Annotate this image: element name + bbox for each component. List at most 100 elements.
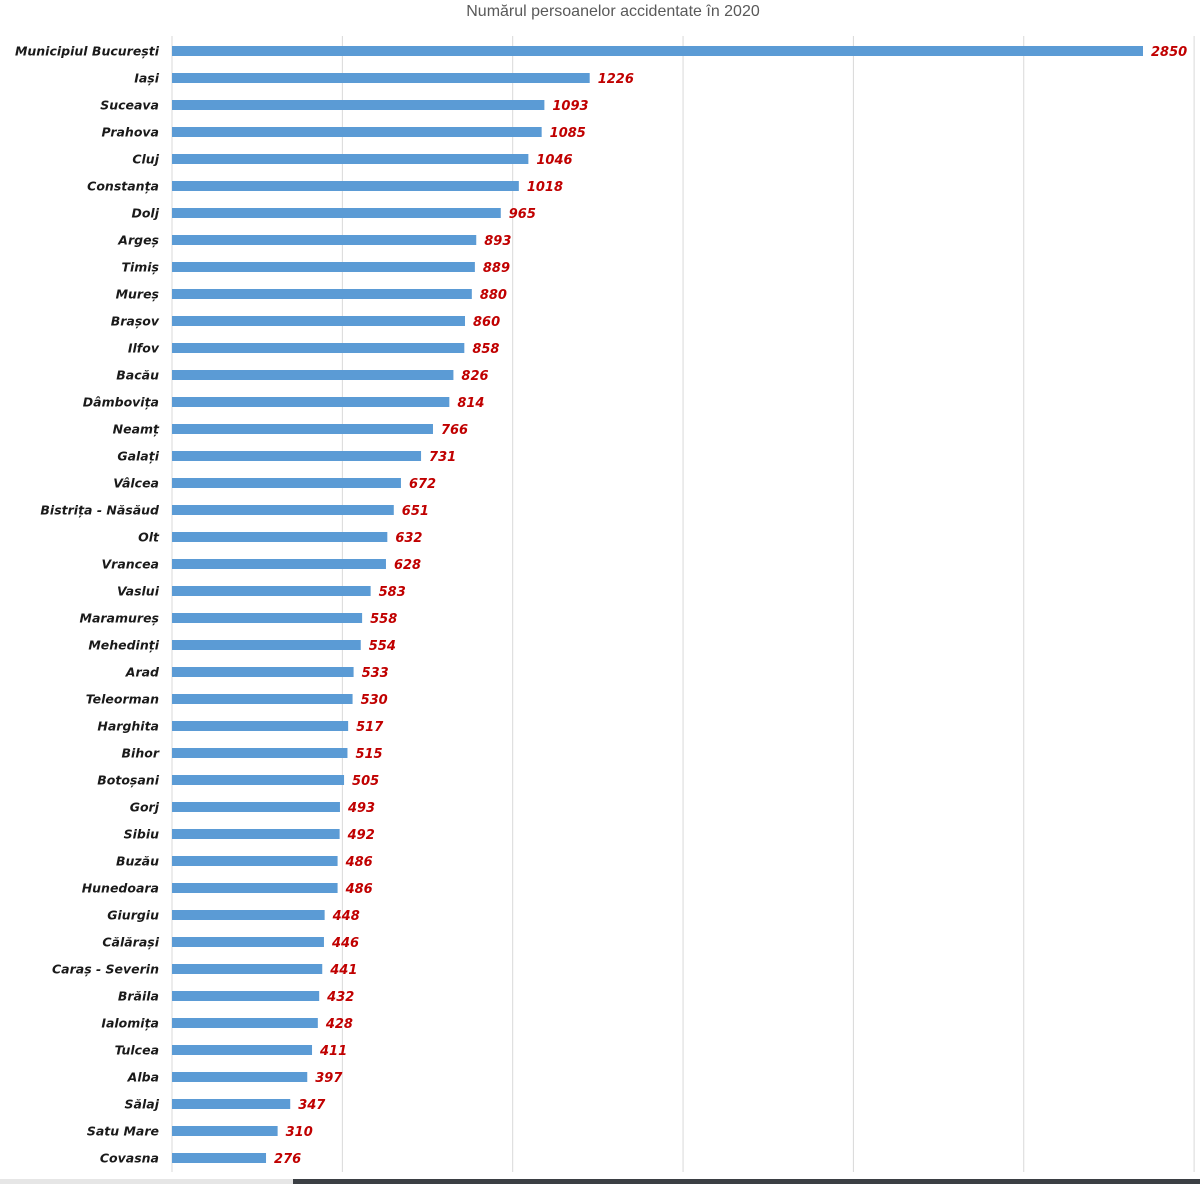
value-label: 554 bbox=[369, 639, 396, 654]
value-label: 492 bbox=[347, 828, 375, 843]
value-label: 486 bbox=[345, 855, 373, 870]
bar bbox=[172, 667, 354, 677]
value-label: 628 bbox=[394, 558, 421, 573]
bottom-strip-left bbox=[0, 1179, 293, 1184]
category-label: Caraș - Severin bbox=[52, 962, 159, 977]
category-label: Bistrița - Năsăud bbox=[40, 503, 160, 518]
bar bbox=[172, 532, 388, 542]
bar bbox=[172, 46, 1143, 56]
category-label: Botoșani bbox=[97, 773, 159, 788]
bar bbox=[172, 181, 519, 191]
category-label: Ialomița bbox=[101, 1016, 159, 1031]
value-label: 1046 bbox=[536, 153, 572, 168]
bar bbox=[172, 397, 450, 407]
value-label: 347 bbox=[298, 1098, 326, 1113]
value-label: 310 bbox=[286, 1125, 313, 1140]
value-label: 583 bbox=[379, 585, 406, 600]
bar bbox=[172, 559, 386, 569]
bar bbox=[172, 370, 454, 380]
category-label: Călărași bbox=[102, 935, 159, 950]
category-label: Hunedoara bbox=[82, 881, 159, 896]
value-label: 632 bbox=[395, 531, 422, 546]
value-label: 965 bbox=[509, 207, 536, 222]
bar bbox=[172, 316, 466, 326]
bottom-strip-right bbox=[293, 1179, 1200, 1184]
bar bbox=[172, 748, 348, 758]
bar bbox=[172, 721, 349, 731]
category-label: Mureș bbox=[116, 287, 159, 302]
bar bbox=[172, 856, 338, 866]
chart-title: Numărul persoanelor accidentate în 2020 bbox=[466, 3, 760, 20]
category-label: Municipiul București bbox=[15, 44, 160, 59]
value-label: 889 bbox=[483, 261, 510, 276]
bar bbox=[172, 1018, 318, 1028]
bar bbox=[172, 1045, 313, 1055]
category-label: Sălaj bbox=[125, 1097, 160, 1112]
value-label: 486 bbox=[345, 882, 373, 897]
value-label: 1018 bbox=[527, 180, 563, 195]
value-label: 893 bbox=[484, 234, 511, 249]
category-label: Maramureș bbox=[80, 611, 159, 626]
category-label: Cluj bbox=[132, 152, 159, 167]
value-label: 1085 bbox=[550, 126, 586, 141]
category-label: Harghita bbox=[97, 719, 159, 734]
bar bbox=[172, 937, 324, 947]
bar bbox=[172, 991, 320, 1001]
bar bbox=[172, 1099, 291, 1109]
category-label: Gorj bbox=[130, 800, 160, 815]
bar bbox=[172, 343, 465, 353]
category-label: Constanța bbox=[87, 179, 159, 194]
bar bbox=[172, 640, 361, 650]
value-label: 651 bbox=[402, 504, 429, 519]
value-label: 517 bbox=[356, 720, 384, 735]
category-label: Bihor bbox=[122, 746, 160, 761]
value-label: 441 bbox=[329, 963, 357, 978]
category-label: Buzău bbox=[116, 854, 159, 869]
value-label: 766 bbox=[441, 423, 468, 438]
value-label: 446 bbox=[331, 936, 359, 951]
bar bbox=[172, 1153, 267, 1163]
bar bbox=[172, 505, 394, 515]
value-label: 672 bbox=[409, 477, 436, 492]
bar bbox=[172, 694, 353, 704]
category-label: Sibiu bbox=[124, 827, 160, 842]
grid-layer bbox=[171, 36, 1195, 1172]
category-label: Ilfov bbox=[128, 341, 160, 356]
value-label: 1226 bbox=[598, 72, 634, 87]
category-label: Vâlcea bbox=[113, 476, 159, 491]
value-label: 428 bbox=[325, 1017, 353, 1032]
value-label: 858 bbox=[472, 342, 499, 357]
bar bbox=[172, 775, 345, 785]
bar bbox=[172, 802, 340, 812]
value-label: 530 bbox=[361, 693, 388, 708]
bar bbox=[172, 127, 542, 137]
category-label: Bacău bbox=[116, 368, 159, 383]
category-labels: Municipiul București Iași Suceava Prahova Cl… bbox=[15, 44, 160, 1166]
category-label: Neamț bbox=[113, 422, 160, 437]
category-label: Dâmbovița bbox=[83, 395, 159, 410]
bar bbox=[172, 613, 363, 623]
category-label: Galați bbox=[117, 449, 159, 464]
bar bbox=[172, 586, 371, 596]
bars-layer bbox=[172, 46, 1143, 1163]
value-label: 826 bbox=[461, 369, 488, 384]
value-label: 558 bbox=[370, 612, 397, 627]
category-label: Prahova bbox=[102, 125, 159, 140]
category-label: Mehedinți bbox=[88, 638, 159, 653]
bottom-strip bbox=[0, 1179, 1200, 1184]
category-label: Satu Mare bbox=[87, 1124, 159, 1139]
value-label: 2850 bbox=[1151, 45, 1187, 60]
value-label: 860 bbox=[473, 315, 500, 330]
bar bbox=[172, 262, 475, 272]
category-label: Giurgiu bbox=[107, 908, 159, 923]
category-label: Teleorman bbox=[86, 692, 159, 707]
category-label: Alba bbox=[127, 1070, 159, 1085]
category-label: Suceava bbox=[100, 98, 159, 113]
category-label: Timiș bbox=[121, 260, 159, 275]
bar bbox=[172, 964, 323, 974]
value-label: 515 bbox=[355, 747, 382, 762]
category-label: Iași bbox=[134, 71, 160, 86]
bar bbox=[172, 208, 501, 218]
